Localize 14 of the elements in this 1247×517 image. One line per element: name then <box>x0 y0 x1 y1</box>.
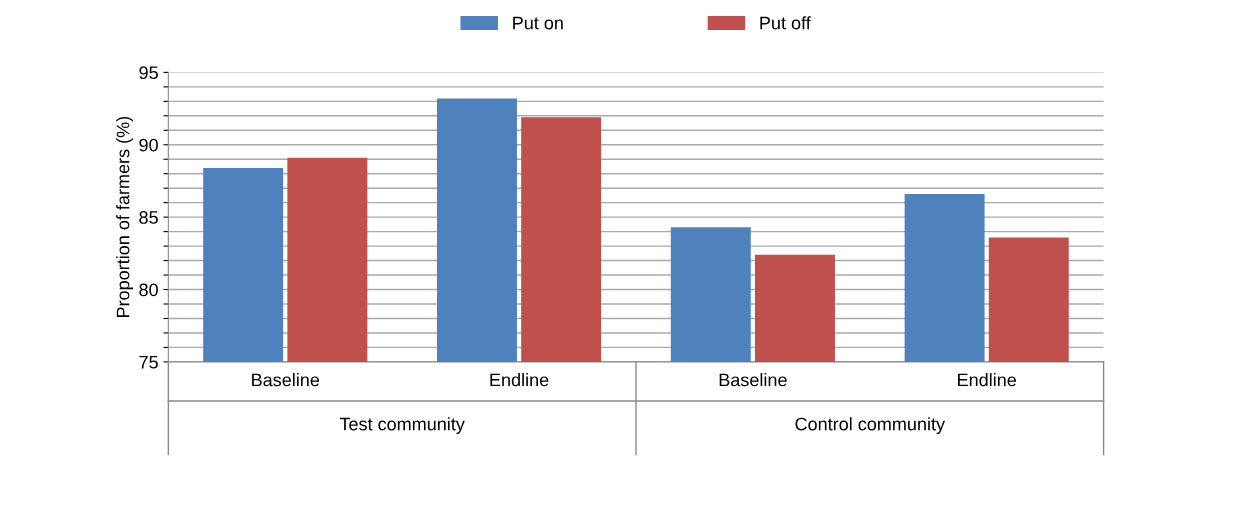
y-tick-label: 95 <box>139 66 158 80</box>
y-tick-label: 90 <box>139 138 158 152</box>
y-tick-label: 80 <box>139 283 158 297</box>
x-tick-label: Endline <box>490 373 549 387</box>
y-tick-label: 85 <box>139 211 158 224</box>
text: Test community <box>339 417 465 435</box>
x-tick-label: Baseline <box>719 373 787 387</box>
legend-label: Put off <box>760 16 811 30</box>
x-tick-label: Baseline <box>252 373 320 387</box>
text: Control community <box>795 417 946 435</box>
x-tick-label: Endline <box>958 373 1016 387</box>
y-tick-label: 75 <box>139 356 158 369</box>
y-axis-title: Proportion of farmers (%) <box>116 116 133 317</box>
legend-label: Put on <box>513 16 563 30</box>
